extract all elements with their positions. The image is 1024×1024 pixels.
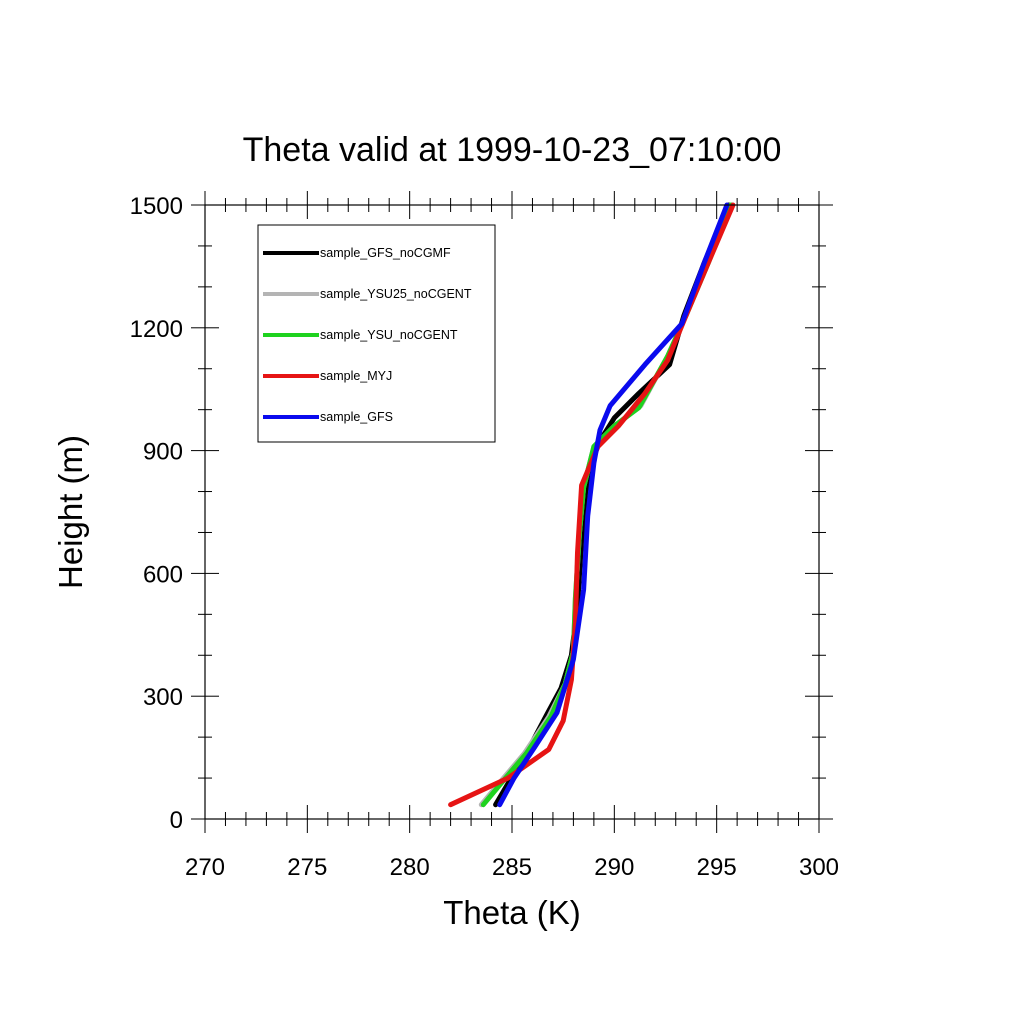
x-tick-label: 290 bbox=[594, 854, 634, 881]
x-tick-label: 300 bbox=[799, 854, 839, 881]
y-tick-label: 1200 bbox=[130, 316, 183, 343]
x-tick-label: 280 bbox=[390, 854, 430, 881]
y-tick-label: 300 bbox=[143, 684, 183, 711]
y-tick-label: 600 bbox=[143, 561, 183, 588]
x-tick-label: 285 bbox=[492, 854, 532, 881]
legend-label: sample_YSU25_noCGENT bbox=[320, 287, 472, 301]
legend-label: sample_MYJ bbox=[320, 369, 392, 383]
plot-frame bbox=[204, 204, 820, 820]
tick-labels: 270 275 280 285 290 295 300 0 300 600 900 1200 1500 bbox=[130, 193, 839, 881]
legend-label: sample_GFS bbox=[320, 410, 393, 424]
y-tick-label: 900 bbox=[143, 439, 183, 466]
x-tick-label: 270 bbox=[185, 854, 225, 881]
legend-label: sample_GFS_noCGMF bbox=[320, 246, 451, 260]
series-line bbox=[448, 202, 736, 808]
x-axis-label: Theta (K) bbox=[443, 894, 581, 931]
series-lines bbox=[448, 202, 736, 808]
series-line bbox=[497, 202, 730, 808]
x-tick-label: 295 bbox=[697, 854, 737, 881]
y-tick-label: 1500 bbox=[130, 193, 183, 220]
y-axis-label: Height (m) bbox=[52, 435, 89, 589]
legend: sample_GFS_noCGMF sample_YSU25_noCGENTsam… bbox=[257, 224, 496, 443]
chart-title: Theta valid at 1999-10-23_07:10:00 bbox=[243, 131, 782, 169]
legend-label: sample_YSU_noCGENT bbox=[320, 328, 458, 342]
y-tick-label: 0 bbox=[170, 807, 183, 834]
x-tick-label: 275 bbox=[287, 854, 327, 881]
